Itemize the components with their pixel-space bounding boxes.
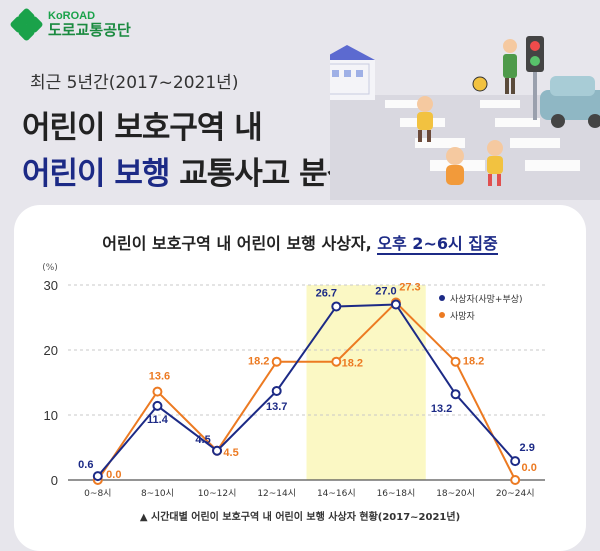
data-point xyxy=(390,299,401,310)
data-label: 11.4 xyxy=(147,414,169,426)
y-tick-label: 10 xyxy=(44,408,58,423)
legend-entry: 사망자 xyxy=(450,311,476,322)
school-building-icon xyxy=(330,63,370,95)
data-label: 18.2 xyxy=(248,356,269,368)
legend-marker xyxy=(439,295,445,301)
data-label: 0.0 xyxy=(522,462,537,474)
data-label: 18.2 xyxy=(342,358,363,370)
x-tick-label: 18~20시 xyxy=(436,488,475,499)
data-point xyxy=(152,400,163,411)
chart-title-prefix: 어린이 보호구역 내 어린이 보행 사상자, xyxy=(102,234,378,253)
data-label: 13.6 xyxy=(149,371,170,383)
series-line-2 xyxy=(96,301,517,481)
x-tick-label: 14~16시 xyxy=(317,488,356,499)
data-label: 2.9 xyxy=(520,442,535,454)
data-point xyxy=(152,386,163,397)
data-point xyxy=(510,475,521,485)
logo-korean: 도로교통공단 xyxy=(48,20,131,39)
x-tick-label: 0~8시 xyxy=(84,488,111,499)
data-label: 18.2 xyxy=(463,356,484,368)
school-zone-illustration xyxy=(330,36,600,200)
chart-title: 어린이 보호구역 내 어린이 보행 사상자, 오후 2~6시 집중 xyxy=(0,230,600,255)
data-label: 13.2 xyxy=(431,403,452,415)
chart-card xyxy=(14,205,586,551)
chart-title-highlight: 오후 2~6시 집중 xyxy=(377,234,498,255)
y-tick-label: 30 xyxy=(44,278,58,293)
koroad-logo: KoROAD 도로교통공단 xyxy=(9,7,131,42)
child-girl-icon xyxy=(446,147,464,185)
x-tick-label: 12~14시 xyxy=(257,488,296,499)
y-axis-unit: (%) xyxy=(42,263,58,273)
legend-marker xyxy=(439,312,445,318)
data-point xyxy=(331,301,342,312)
data-point xyxy=(92,471,103,482)
headline-highlight: 어린이 보행 xyxy=(22,156,170,192)
logo-english: KoROAD xyxy=(48,10,96,23)
data-point xyxy=(450,389,461,400)
series-line-1 xyxy=(97,303,516,477)
car-icon xyxy=(540,76,600,128)
crossing-guard-icon xyxy=(472,39,517,94)
data-label: 26.7 xyxy=(316,287,337,299)
data-label: 27.3 xyxy=(399,282,420,294)
headline-rest: 교통사고 분석 xyxy=(169,156,355,192)
child-boy-icon xyxy=(487,140,503,186)
data-label: 13.7 xyxy=(266,401,287,413)
data-label: 4.5 xyxy=(223,447,238,459)
period-subtitle: 최근 5년간(2017~2021년) xyxy=(30,73,239,93)
x-tick-label: 16~18시 xyxy=(377,488,416,499)
data-label: 0.0 xyxy=(106,469,121,481)
data-label: 0.6 xyxy=(78,459,93,471)
data-point xyxy=(212,445,223,456)
x-tick-label: 20~24시 xyxy=(496,488,535,499)
highlight-band xyxy=(306,285,426,480)
chart-caption: ▲ 시간대별 어린이 보호구역 내 어린이 보행 사상자 현황(2017~202… xyxy=(139,512,461,523)
data-label: 27.0 xyxy=(375,286,396,298)
x-tick-label: 8~10시 xyxy=(141,488,174,499)
headline-line-1: 어린이 보호구역 내 xyxy=(22,110,263,146)
data-point xyxy=(450,356,461,367)
y-tick-label: 20 xyxy=(44,343,58,358)
data-point xyxy=(510,456,521,467)
data-point xyxy=(271,385,282,396)
y-tick-label: 0 xyxy=(51,473,58,488)
data-point xyxy=(331,356,342,367)
legend-entry: 사상자(사망+부상) xyxy=(450,294,523,305)
child-yellow-icon xyxy=(417,96,433,142)
data-label: 4.5 xyxy=(195,434,210,446)
traffic-light-icon xyxy=(526,36,544,120)
headline-line-2: 어린이 보행 교통사고 분석 xyxy=(22,148,355,193)
data-point xyxy=(271,356,282,367)
x-tick-label: 10~12시 xyxy=(198,488,237,499)
